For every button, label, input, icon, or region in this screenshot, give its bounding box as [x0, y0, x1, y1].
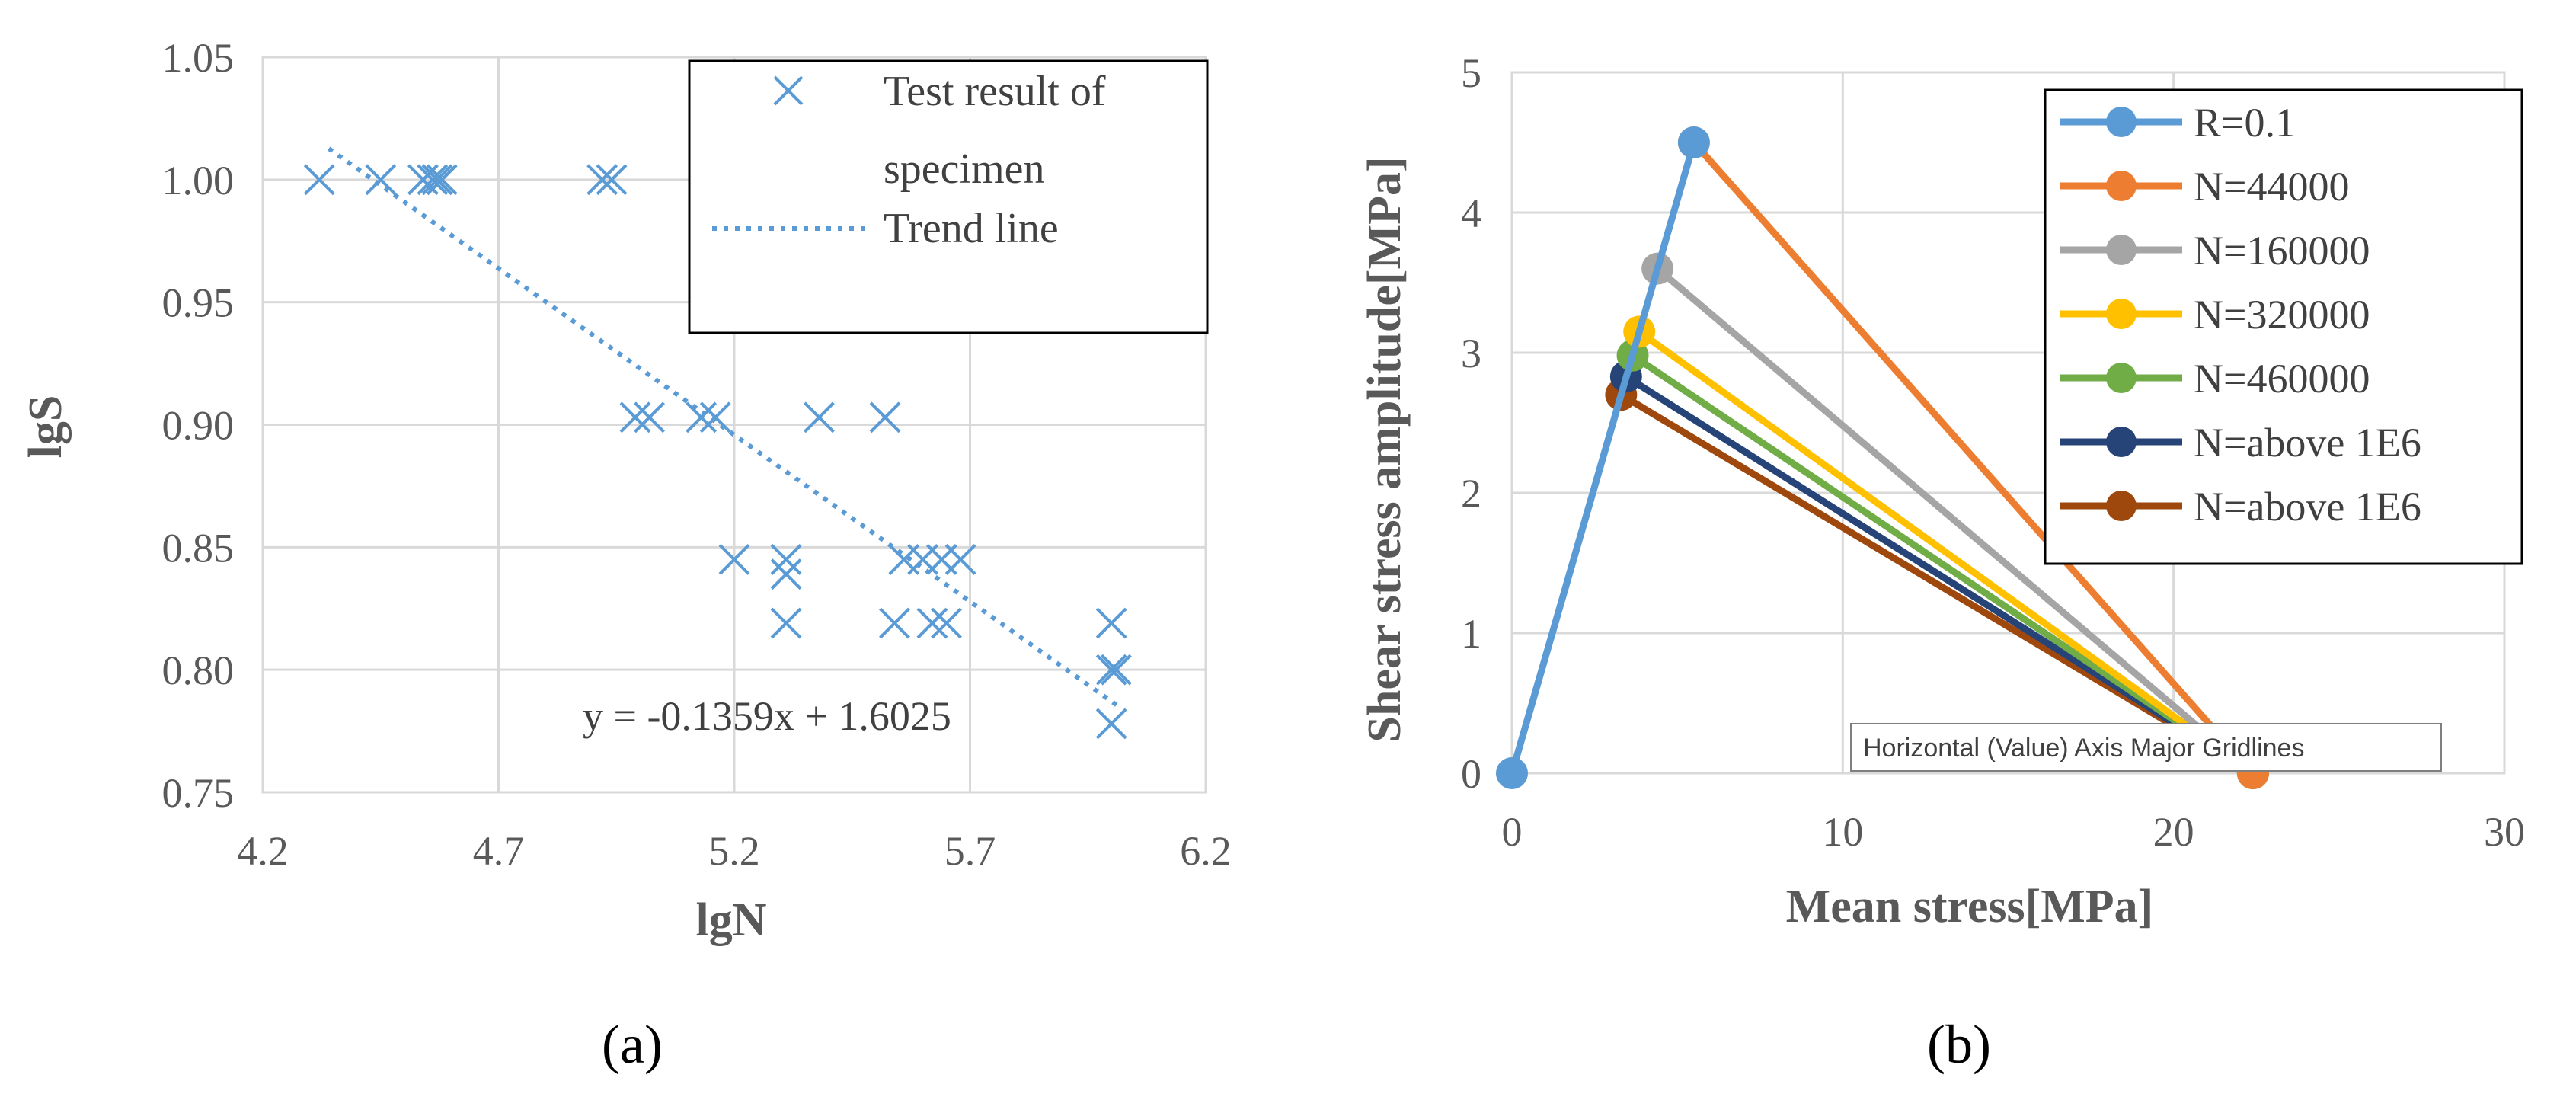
data-point-x-marker: [770, 607, 802, 639]
data-point-x-marker: [869, 401, 901, 433]
legend-swatch-marker: [2106, 427, 2137, 457]
data-point-x-marker: [596, 164, 628, 196]
legend-swatch-marker: [2106, 363, 2137, 393]
chart-a-x-tick-label: 5.2: [708, 828, 760, 874]
legend-label: N=44000: [2194, 164, 2349, 209]
data-point-x-marker: [303, 164, 335, 196]
data-point-x-marker: [944, 544, 976, 575]
legend-swatch-marker: [2106, 107, 2137, 137]
chart-a-y-axis-label: lgS: [20, 395, 72, 459]
data-point-x-marker: [1100, 654, 1132, 686]
data-point-x-marker: [426, 164, 458, 196]
series-line-path: [1624, 373, 2255, 776]
chart-a-y-tick-label: 1.00: [162, 158, 235, 203]
data-point-x-marker: [931, 607, 962, 639]
chart-a-y-tick-label: 1.05: [162, 35, 235, 81]
data-point-x-marker: [916, 607, 948, 639]
chart-a-y-tick-label: 0.80: [162, 648, 235, 693]
legend-label: N=160000: [2194, 228, 2370, 273]
legend-swatch-marker: [2106, 299, 2137, 329]
chart-b-legend: R=0.1 N=44000 N=160000 N=320000 N=460000 N=ab…: [2044, 88, 2523, 565]
trend-line: [327, 146, 1123, 710]
chart-a-legend-box: [688, 59, 1209, 334]
data-point-x-marker: [634, 401, 665, 433]
chart-b-x-tick-label: 0: [1502, 809, 1523, 855]
trend-equation: y = -0.1359x + 1.6025: [583, 693, 951, 739]
chart-a: 4.2 4.7 5.2 5.7 6.2 0.75 0.80 0.85 0.90 0.95 1.00…: [20, 35, 1232, 1075]
chart-b: 0 10 20 30 0 1 2 3 4 5 R=0.1 N=44000 N=160000 N=320…: [1359, 50, 2525, 1075]
legend-label: N=460000: [2194, 356, 2370, 401]
chart-a-y-ticks: 0.75 0.80 0.85 0.90 0.95 1.00 1.05: [162, 35, 235, 816]
chart-b-series: [1496, 126, 2269, 789]
chart-b-x-tick-label: 20: [2153, 809, 2194, 855]
tooltip-text: Horizontal (Value) Axis Major Gridlines: [1863, 734, 2304, 763]
gridline-tooltip: Horizontal (Value) Axis Major Gridlines: [1850, 723, 2442, 772]
chart-b-y-tick-label: 1: [1461, 611, 1481, 657]
data-point-x-marker: [1095, 607, 1127, 639]
legend-label: R=0.1: [2194, 100, 2296, 146]
panel-label-a: (a): [602, 1014, 663, 1075]
data-point-x-marker: [619, 401, 651, 433]
series-line-path: [1508, 141, 1698, 775]
chart-b-x-ticks: 0 10 20 30: [1502, 809, 2526, 855]
series-line: [1496, 126, 1710, 789]
legend-swatch-marker: [2106, 235, 2137, 265]
data-point-x-marker: [718, 544, 750, 575]
legend-marker-x-icon: [773, 75, 804, 106]
chart-a-x-axis-label: lgN: [696, 894, 767, 946]
chart-a-y-tick-label: 0.95: [162, 280, 235, 326]
legend-label: N=above 1E6: [2194, 420, 2421, 465]
chart-b-y-tick-label: 2: [1461, 471, 1481, 517]
chart-a-legend: Test result of specimen Trend line: [688, 59, 1209, 334]
series-point: [1496, 757, 1528, 789]
chart-b-x-axis-label: Mean stress[MPa]: [1786, 881, 2154, 932]
data-point-x-marker: [770, 558, 802, 590]
data-point-x-marker: [421, 164, 453, 196]
tooltip-box: [1850, 723, 2442, 772]
chart-a-y-tick-label: 0.75: [162, 770, 235, 816]
data-point-x-marker: [879, 607, 910, 639]
series-line-path: [1691, 140, 2256, 776]
chart-b-y-axis-label: Shear stress amplitude[MPa]: [1359, 156, 1411, 742]
chart-a-x-tick-label: 4.2: [237, 828, 289, 874]
chart-a-x-ticks: 4.2 4.7 5.2 5.7 6.2: [237, 828, 1232, 874]
chart-b-y-ticks: 0 1 2 3 4 5: [1461, 50, 1481, 797]
chart-a-plot-frame: [261, 56, 1207, 794]
chart-a-x-tick-label: 6.2: [1180, 828, 1232, 874]
data-point-x-marker: [365, 164, 397, 196]
legend-label: N=above 1E6: [2194, 484, 2421, 529]
chart-a-y-tick-label: 0.90: [162, 403, 235, 449]
chart-b-y-tick-label: 5: [1461, 50, 1481, 96]
chart-b-y-tick-label: 4: [1461, 190, 1481, 236]
series-line-path: [1637, 328, 2255, 776]
panel-label-b: (b): [1927, 1014, 1991, 1075]
legend-swatch-marker: [2106, 491, 2137, 521]
data-point-x-marker: [1095, 654, 1127, 686]
legend-label-test-result-line1: Test result of: [884, 68, 1106, 115]
series-line-path: [1631, 352, 2255, 776]
legend-label-trend-line: Trend line: [884, 205, 1059, 252]
data-point-x-marker: [804, 401, 835, 433]
data-point-x-marker: [699, 401, 731, 433]
scatter-points: [303, 164, 1132, 740]
chart-b-y-tick-label: 0: [1461, 751, 1481, 797]
series-line-path: [1655, 266, 2255, 776]
chart-b-x-tick-label: 30: [2484, 809, 2525, 855]
data-point-x-marker: [686, 401, 718, 433]
chart-a-x-tick-label: 5.7: [944, 828, 996, 874]
chart-a-y-tick-label: 0.85: [162, 525, 235, 571]
legend-label-test-result-line2: specimen: [884, 146, 1044, 193]
chart-b-x-tick-label: 10: [1822, 809, 1863, 855]
data-point-x-marker: [417, 164, 449, 196]
chart-b-y-tick-label: 3: [1461, 331, 1481, 376]
legend-swatch-marker: [2106, 171, 2137, 201]
data-point-x-marker: [1095, 708, 1127, 740]
legend-label: N=320000: [2194, 292, 2370, 337]
series-point: [1677, 126, 1710, 158]
data-point-x-marker: [770, 544, 802, 575]
data-point-x-marker: [586, 164, 618, 196]
chart-a-x-tick-label: 4.7: [473, 828, 525, 874]
